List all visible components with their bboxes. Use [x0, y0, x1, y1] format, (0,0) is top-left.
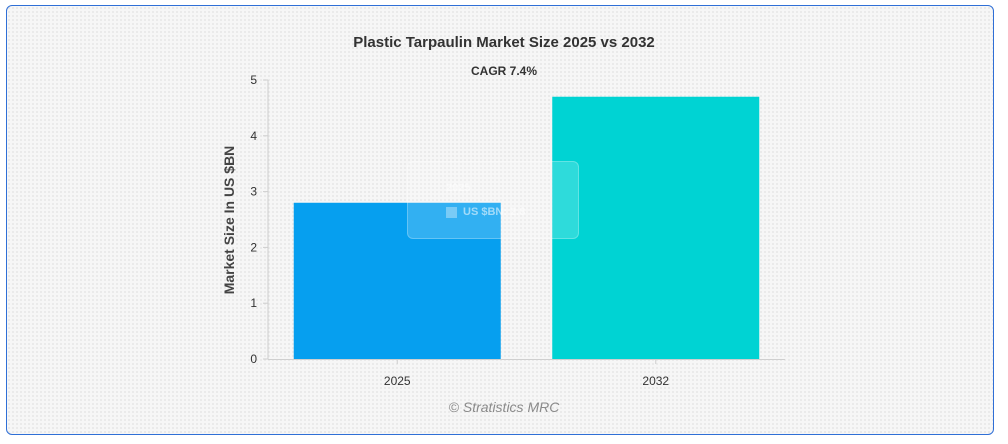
tooltip-swatch [446, 206, 457, 218]
chart-title: Plastic Tarpaulin Market Size 2025 vs 20… [353, 34, 655, 51]
y-tick-label: 0 [250, 352, 257, 366]
y-tick-label: 4 [250, 129, 257, 143]
tooltip-title: 2025 [446, 182, 471, 194]
tooltip-value: 2.8 [510, 206, 526, 218]
chart-subtitle: CAGR 7.4% [470, 64, 538, 78]
x-tick-label: 2025 [384, 374, 411, 388]
chart-tooltip: 2025 US $BN: 2.8 [407, 161, 579, 239]
bar-2032[interactable] [552, 96, 760, 360]
x-tick-label: 2032 [642, 374, 669, 388]
bar-2025[interactable] [293, 202, 501, 359]
tooltip-series-label: US $BN [463, 206, 504, 218]
y-tick-label: 2 [250, 240, 257, 254]
y-tick-label: 3 [250, 185, 257, 199]
y-tick-label: 5 [250, 73, 257, 87]
y-tick-label: 1 [250, 296, 257, 310]
tooltip-row: US $BN: 2.8 [446, 206, 525, 218]
source-credit: © Stratistics MRC [448, 399, 560, 415]
tooltip-separator: : [503, 206, 511, 218]
